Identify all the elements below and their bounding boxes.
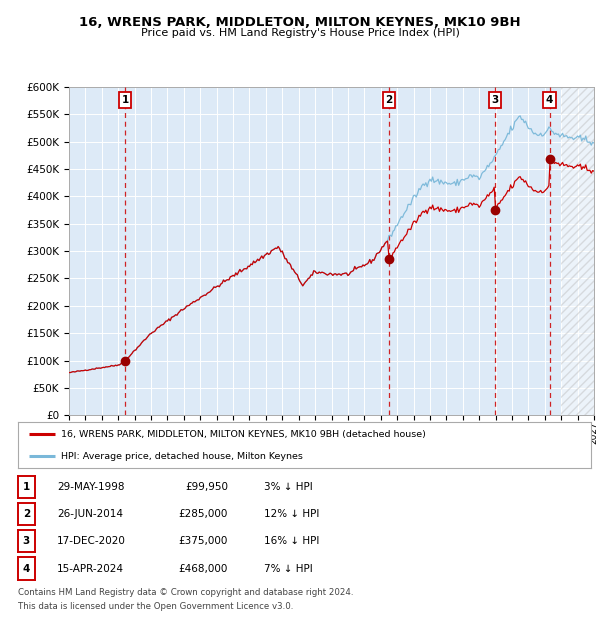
Text: 1: 1	[121, 95, 128, 105]
Text: 3% ↓ HPI: 3% ↓ HPI	[264, 482, 313, 492]
Text: 2: 2	[23, 509, 30, 519]
Text: 2: 2	[385, 95, 392, 105]
Text: 4: 4	[23, 564, 30, 574]
Text: 1: 1	[23, 482, 30, 492]
Text: 3: 3	[23, 536, 30, 546]
Text: 16, WRENS PARK, MIDDLETON, MILTON KEYNES, MK10 9BH: 16, WRENS PARK, MIDDLETON, MILTON KEYNES…	[79, 16, 521, 29]
Text: 16% ↓ HPI: 16% ↓ HPI	[264, 536, 319, 546]
Text: 17-DEC-2020: 17-DEC-2020	[57, 536, 126, 546]
Text: Contains HM Land Registry data © Crown copyright and database right 2024.: Contains HM Land Registry data © Crown c…	[18, 588, 353, 598]
Text: Price paid vs. HM Land Registry's House Price Index (HPI): Price paid vs. HM Land Registry's House …	[140, 28, 460, 38]
Text: 15-APR-2024: 15-APR-2024	[57, 564, 124, 574]
Text: 16, WRENS PARK, MIDDLETON, MILTON KEYNES, MK10 9BH (detached house): 16, WRENS PARK, MIDDLETON, MILTON KEYNES…	[61, 430, 426, 439]
Text: £99,950: £99,950	[185, 482, 228, 492]
Text: 26-JUN-2014: 26-JUN-2014	[57, 509, 123, 519]
Text: 7% ↓ HPI: 7% ↓ HPI	[264, 564, 313, 574]
Text: 3: 3	[491, 95, 499, 105]
Text: £375,000: £375,000	[179, 536, 228, 546]
Text: £468,000: £468,000	[179, 564, 228, 574]
Text: HPI: Average price, detached house, Milton Keynes: HPI: Average price, detached house, Milt…	[61, 452, 303, 461]
Text: 29-MAY-1998: 29-MAY-1998	[57, 482, 125, 492]
Text: This data is licensed under the Open Government Licence v3.0.: This data is licensed under the Open Gov…	[18, 602, 293, 611]
Text: 4: 4	[546, 95, 553, 105]
Text: £285,000: £285,000	[179, 509, 228, 519]
Text: 12% ↓ HPI: 12% ↓ HPI	[264, 509, 319, 519]
